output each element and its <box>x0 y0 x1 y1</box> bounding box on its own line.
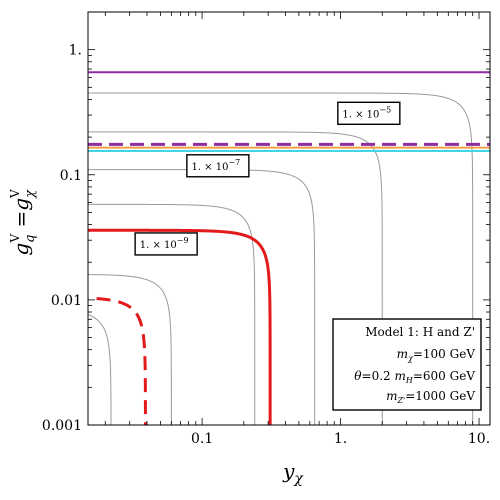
legend-line-3: θ=0.2 mH=600 GeV <box>354 369 475 385</box>
contour-labels: 1. × 10−5 1. × 10−7 1. × 10−9 <box>134 101 401 256</box>
contour-label-text: 1. × 10−7 <box>191 158 240 173</box>
contour-label-text: 1. × 10−9 <box>140 236 189 251</box>
x-tick-label: 1. <box>334 431 347 447</box>
contour-line <box>88 131 383 425</box>
y-tick-label: 0.001 <box>42 418 82 434</box>
y-tick-label: 0.1 <box>60 168 82 184</box>
contour-label: 1. × 10−9 <box>134 232 198 256</box>
x-axis-title: yχ <box>282 459 304 487</box>
contour-label-box <box>186 154 250 178</box>
contour-lines <box>88 92 474 425</box>
contour-line <box>88 92 474 425</box>
contour-label: 1. × 10−7 <box>186 154 250 178</box>
y-tick-label: 1. <box>69 43 82 59</box>
red-solid-curve <box>88 228 272 425</box>
axis-ticks: 0.1 1. 10. 0.001 0.01 0.1 1. <box>42 11 490 447</box>
plot-frame <box>87 11 491 426</box>
legend-line-4: mZ'=1000 GeV <box>386 389 475 405</box>
x-tick-label: 10. <box>468 431 490 447</box>
contour-label-text: 1. × 10−5 <box>342 105 391 120</box>
legend-line-2: mχ=100 GeV <box>397 347 476 363</box>
series-lines <box>88 228 272 425</box>
contour-label: 1. × 10−5 <box>337 101 401 125</box>
y-tick-label: 0.01 <box>51 293 82 309</box>
legend-box <box>332 318 482 411</box>
contour-label-box <box>134 232 198 256</box>
legend-line-1: Model 1: H and Z' <box>365 325 475 339</box>
legend: Model 1: H and Z' mχ=100 GeV θ=0.2 mH=60… <box>332 318 482 411</box>
y-axis-title-text: gqV =gχV <box>8 189 38 256</box>
y-axis-title: gqV =gχV <box>8 189 38 256</box>
contour-line <box>88 274 172 425</box>
contour-line <box>88 169 316 425</box>
contour-line <box>88 203 256 425</box>
contour-label-box <box>337 101 401 125</box>
x-tick-label: 0.1 <box>191 431 213 447</box>
contour-line <box>88 314 112 425</box>
red-dashed-curve <box>88 296 147 425</box>
horizontal-lines <box>88 71 490 152</box>
